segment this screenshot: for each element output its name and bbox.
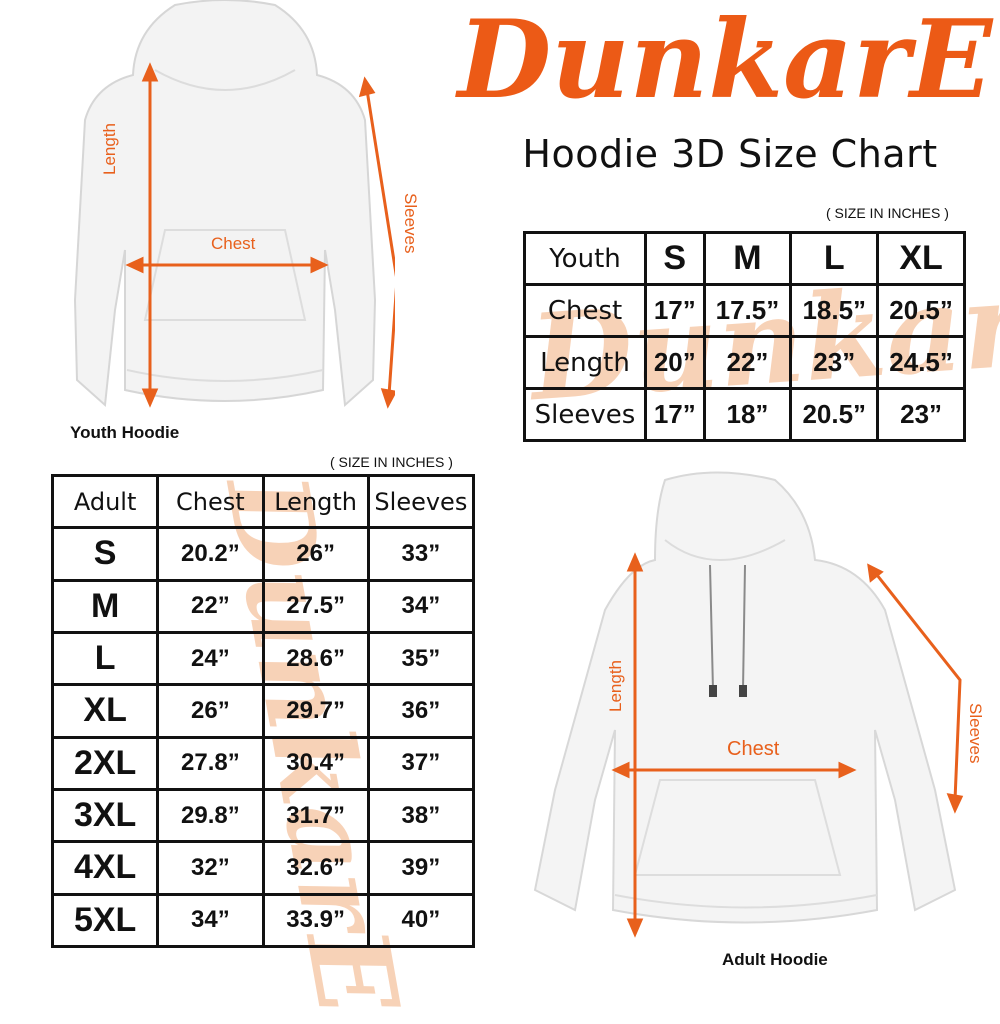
youth-sleeves-label: Sleeves	[401, 193, 420, 254]
adult-length-label: Length	[606, 660, 625, 712]
youth-length-label: Length	[100, 123, 119, 175]
logo-text: DunkarE	[455, 0, 994, 122]
adult-size-label: 5XL	[50, 892, 160, 949]
youth-value-cell: 22”	[702, 335, 793, 390]
adult-value-cell: 28.6”	[261, 630, 370, 687]
youth-size-header: XL	[876, 231, 966, 286]
adult-size-label: L	[50, 630, 160, 687]
table-row: 4XL 32” 32.6” 39”	[50, 840, 476, 896]
adult-size-label: 4XL	[50, 840, 160, 896]
adult-value-cell: 31.7”	[261, 787, 370, 844]
adult-size-label: 2XL	[50, 735, 160, 791]
table-row: L 24” 28.6” 35”	[50, 630, 476, 687]
adult-sleeves-label: Sleeves	[966, 703, 985, 764]
adult-size-label: S	[50, 526, 160, 582]
table-row: S 20.2” 26” 33”	[50, 526, 476, 582]
table-row: M 22” 27.5” 34”	[50, 578, 476, 634]
youth-header-row: Youth S M L XL	[523, 231, 966, 286]
youth-value-cell: 24.5”	[876, 335, 966, 390]
youth-value-cell: 17.5”	[702, 283, 793, 338]
adult-value-cell: 34”	[366, 578, 476, 634]
table-row: 3XL 29.8” 31.7” 38”	[50, 787, 476, 844]
adult-value-cell: 29.8”	[156, 787, 265, 844]
adult-column-header: Chest	[156, 473, 265, 530]
youth-row-label: Chest	[523, 283, 647, 338]
adult-value-cell: 27.5”	[261, 578, 370, 634]
adult-measure-arrows	[611, 552, 964, 938]
brand-logo: DunkarE	[455, 0, 994, 122]
youth-corner-header: Youth	[523, 231, 647, 286]
table-row: Length 20” 22” 23” 24.5”	[523, 335, 966, 390]
youth-value-cell: 18”	[702, 387, 793, 442]
youth-hoodie-image	[73, 0, 395, 409]
youth-value-cell: 23”	[876, 387, 966, 442]
adult-value-cell: 29.7”	[261, 683, 370, 739]
adult-value-cell: 37”	[366, 735, 476, 791]
adult-value-cell: 22”	[156, 578, 265, 634]
youth-measure-arrows	[125, 62, 395, 409]
youth-chest-label: Chest	[211, 234, 256, 253]
adult-value-cell: 33.9”	[261, 892, 370, 949]
adult-value-cell: 40”	[366, 892, 476, 949]
table-row: Sleeves 17” 18” 20.5” 23”	[523, 387, 966, 442]
adult-value-cell: 32.6”	[261, 840, 370, 896]
youth-value-cell: 20.5”	[876, 283, 966, 338]
youth-hoodie-caption: Youth Hoodie	[70, 423, 180, 442]
adult-header-row: Adult Chest Length Sleeves	[50, 473, 476, 530]
adult-size-table: Adult Chest Length Sleeves S 20.2” 26” 33” M 22” 2…	[50, 473, 476, 949]
table-row: 2XL 27.8” 30.4” 37”	[50, 735, 476, 791]
adult-value-cell: 32”	[156, 840, 265, 896]
adult-size-label: XL	[50, 683, 160, 739]
youth-size-table: Youth S M L XL Chest 17” 17.5” 18.5” 20.5” Length 2…	[523, 231, 966, 442]
table-row: XL 26” 29.7” 36”	[50, 683, 476, 739]
youth-size-header: M	[702, 231, 793, 286]
adult-value-cell: 38”	[366, 787, 476, 844]
youth-value-cell: 20.5”	[789, 387, 880, 442]
adult-column-header: Sleeves	[366, 473, 476, 530]
adult-value-cell: 24”	[156, 630, 265, 687]
youth-size-header: S	[644, 231, 706, 286]
youth-size-header: L	[789, 231, 880, 286]
adult-value-cell: 26”	[261, 526, 370, 582]
youth-value-cell: 23”	[789, 335, 880, 390]
table-row: 5XL 34” 33.9” 40”	[50, 892, 476, 949]
adult-chest-label: Chest	[727, 738, 780, 760]
youth-value-cell: 17”	[644, 387, 706, 442]
adult-value-cell: 34”	[156, 892, 265, 949]
adult-hoodie-image	[533, 471, 964, 938]
youth-row-label: Length	[523, 335, 647, 390]
adult-value-cell: 26”	[156, 683, 265, 739]
adult-hoodie-caption: Adult Hoodie	[722, 950, 828, 969]
youth-unit-note: ( SIZE IN INCHES )	[826, 205, 949, 221]
adult-value-cell: 35”	[366, 630, 476, 687]
youth-row-label: Sleeves	[523, 387, 647, 442]
adult-value-cell: 36”	[366, 683, 476, 739]
youth-value-cell: 20”	[644, 335, 706, 390]
adult-value-cell: 33”	[366, 526, 476, 582]
adult-value-cell: 39”	[366, 840, 476, 896]
adult-column-header: Adult	[50, 473, 160, 530]
adult-value-cell: 27.8”	[156, 735, 265, 791]
youth-value-cell: 17”	[644, 283, 706, 338]
adult-size-label: 3XL	[50, 787, 160, 844]
adult-column-header: Length	[261, 473, 370, 530]
adult-value-cell: 30.4”	[261, 735, 370, 791]
adult-unit-note: ( SIZE IN INCHES )	[330, 454, 453, 470]
page-title: Hoodie 3D Size Chart	[522, 132, 938, 176]
table-row: Chest 17” 17.5” 18.5” 20.5”	[523, 283, 966, 338]
adult-value-cell: 20.2”	[156, 526, 265, 582]
youth-value-cell: 18.5”	[789, 283, 880, 338]
adult-size-label: M	[50, 578, 160, 634]
